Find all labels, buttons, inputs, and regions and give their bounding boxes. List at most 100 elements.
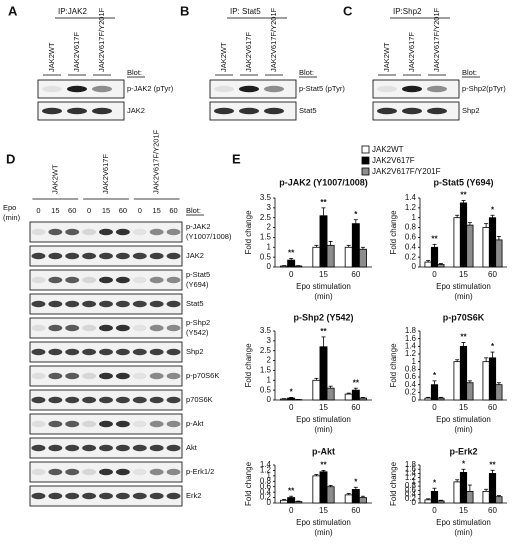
x-axis-label: Epo stimulation [296,518,351,527]
bar [319,215,328,268]
significance: ** [288,486,295,495]
chart-title: p-Akt [312,446,335,456]
band [31,444,46,452]
band [48,228,63,236]
y-tick-label: 3.5 [260,193,272,202]
band [99,276,113,284]
group-label: JAK2V617F/Y201F [152,129,161,194]
y-tick-label: 0.5 [260,252,272,261]
band [132,228,147,236]
band [48,348,63,356]
y-tick-label: 0.4 [260,487,272,496]
band [31,348,46,356]
x-axis-label: (min) [314,292,333,301]
blot-label: p-Shp2(pTyr) [462,84,506,93]
blot-label: Stat5 [299,106,317,115]
band [166,492,181,500]
band [132,324,147,332]
blot-header: Blot: [462,68,477,77]
time-label: 0 [138,206,142,215]
bar [459,345,468,401]
ip-title: IP:Shp2 [393,7,422,16]
band [115,276,130,284]
panel-letter: A [8,3,18,18]
band [115,444,130,452]
band [99,492,113,500]
band [99,228,113,236]
bar [344,246,353,268]
y-tick-label: 0.8 [405,223,417,232]
bar [482,227,490,268]
blot-label: p-Stat5 [186,270,210,279]
bar [459,202,468,268]
lane-label: JAK2V617F [72,32,81,72]
bar [280,398,289,401]
band [149,396,164,404]
x-tick-label: 60 [488,403,497,412]
blot-header: Blot: [299,68,314,77]
chart-title: p-Erk2 [449,446,477,456]
x-tick-label: 60 [351,506,360,515]
bar [495,239,503,268]
blot-label: Stat5 [186,299,204,308]
significance: * [433,371,437,380]
band [214,85,234,93]
y-tick-label: 0.4 [405,380,417,389]
significance: ** [320,461,327,470]
band [239,85,259,93]
y-tick-label: 1.2 [405,349,417,358]
significance: * [462,459,466,468]
band [67,85,87,93]
blot-label: Shp2 [186,347,204,356]
legend-swatch [361,145,370,154]
significance: * [433,478,437,487]
bar [294,265,303,268]
band [132,276,147,284]
band [31,300,46,308]
blot-label: p-Shp2 [186,318,210,327]
y-tick-label: 3 [267,336,272,345]
band [402,107,422,115]
band [65,420,80,428]
bar [488,217,497,268]
bar [326,486,335,504]
y-axis-label: Fold change [389,343,398,388]
band [115,300,130,308]
bar [294,501,303,504]
blot-header: Blot: [127,68,142,77]
band [99,324,113,332]
y-tick-label: 1.6 [405,464,417,473]
y-tick-label: 0.8 [405,364,417,373]
y-tick-label: 0.5 [260,385,272,394]
band [166,396,181,404]
band [65,396,80,404]
band [65,228,80,236]
band [48,468,63,476]
band [92,107,112,115]
bar [437,397,445,401]
significance: * [491,342,495,351]
bar [495,496,503,504]
y-tick-label: 0.6 [260,482,272,491]
chart-title: p-Stat5 (Y694) [433,177,493,187]
panel-letter: D [6,151,15,166]
y-tick-label: 3 [267,203,272,212]
time-label: 0 [87,206,91,215]
band [65,492,80,500]
y-tick-label: 2.5 [260,346,272,355]
lane-label: JAK2V617F [407,32,416,72]
legend-swatch [361,156,370,165]
band [132,300,147,308]
band [65,444,80,452]
band [48,492,63,500]
bar [344,393,353,401]
blot-label: p-p70S6K [186,371,219,380]
y-tick-label: 1 [267,242,272,251]
band [99,300,113,308]
band [115,228,130,236]
y-tick-label: 0 [412,262,417,271]
blot-label: Shp2 [462,106,480,115]
blot-label: p-Erk1/2 [186,467,214,476]
bar [482,361,490,401]
bar [424,261,432,268]
